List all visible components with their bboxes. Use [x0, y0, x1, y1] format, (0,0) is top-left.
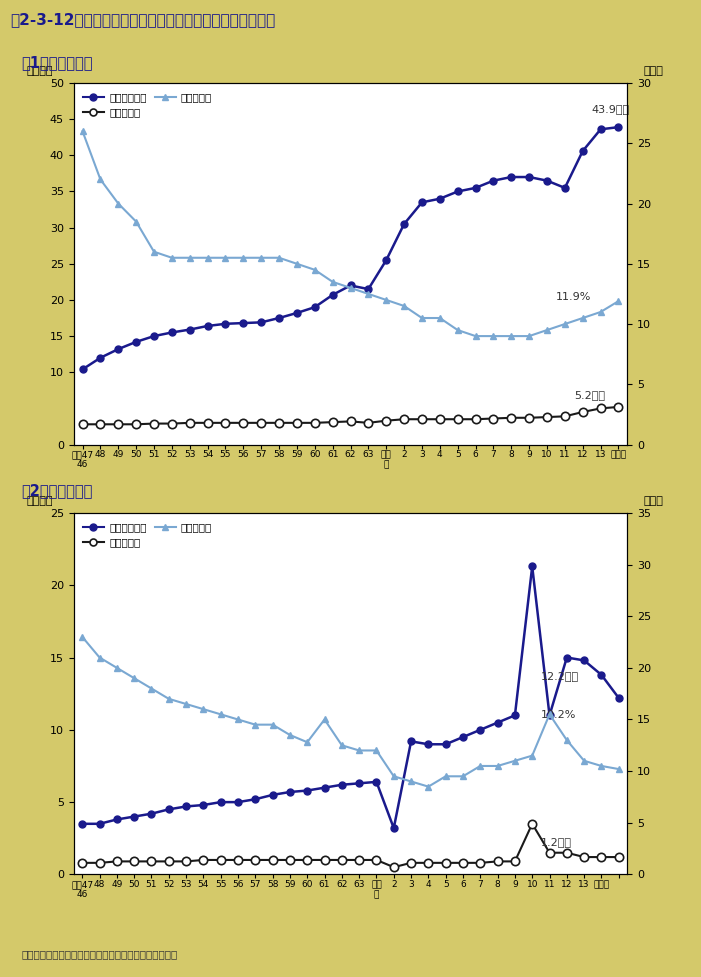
Text: 第2-3-12図　我が国における特許出願及び登録件数の推移: 第2-3-12図 我が国における特許出願及び登録件数の推移	[11, 13, 275, 27]
Text: （万件）: （万件）	[27, 65, 53, 76]
Legend: 特許出願件数, うち外国人, 外国人割合: 特許出願件数, うち外国人, 外国人割合	[79, 88, 217, 122]
Legend: 特許登録件数, うち外国人, 外国人割合: 特許登録件数, うち外国人, 外国人割合	[79, 518, 217, 552]
Text: （％）: （％）	[644, 65, 663, 76]
Text: （2）　登録件数: （2） 登録件数	[21, 484, 93, 498]
Text: 資料：特許庁「特許庁年報」、「特許行政年次報告書」: 資料：特許庁「特許庁年報」、「特許行政年次報告書」	[21, 950, 177, 959]
Text: （％）: （％）	[644, 495, 663, 506]
Text: 12.2万件: 12.2万件	[541, 671, 579, 681]
Text: 5.2万件: 5.2万件	[574, 390, 605, 400]
Text: 11.9%: 11.9%	[556, 292, 592, 302]
Text: 43.9万件: 43.9万件	[592, 104, 629, 114]
Text: （万件）: （万件）	[27, 495, 53, 506]
Text: 1.2万件: 1.2万件	[541, 837, 572, 847]
Text: （1）　出願件数: （1） 出願件数	[21, 56, 93, 70]
Text: 10.2%: 10.2%	[541, 710, 576, 720]
